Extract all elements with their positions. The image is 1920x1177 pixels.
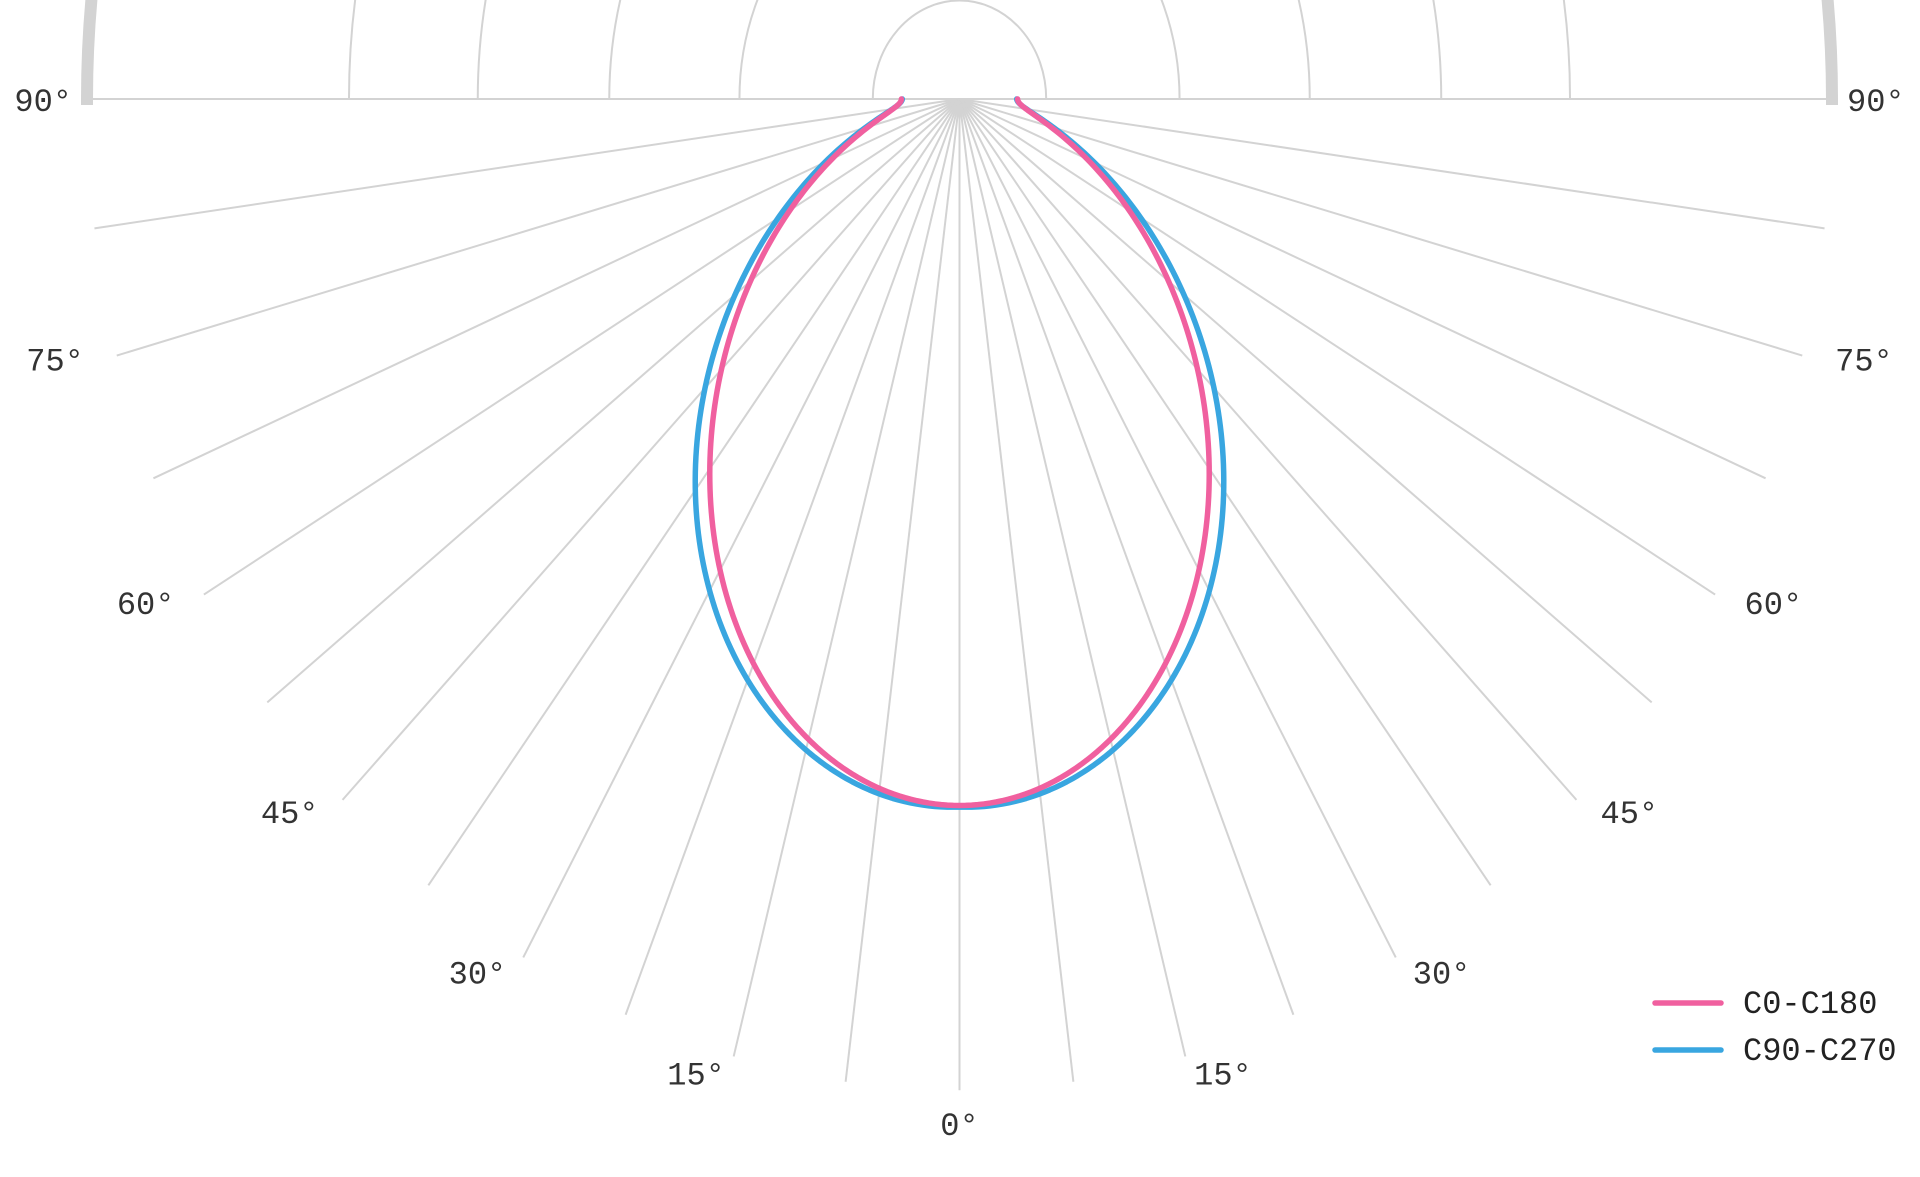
svg-text:30°: 30° [449,957,507,994]
svg-text:0°: 0° [940,1108,978,1145]
svg-text:30°: 30° [1413,957,1471,994]
svg-text:60°: 60° [117,587,175,624]
svg-text:75°: 75° [26,343,84,380]
svg-text:C0-C180: C0-C180 [1743,986,1877,1023]
svg-text:45°: 45° [261,796,319,833]
svg-text:90°: 90° [1847,84,1905,121]
svg-text:15°: 15° [667,1057,725,1094]
svg-text:15°: 15° [1194,1057,1252,1094]
svg-text:C90-C270: C90-C270 [1743,1033,1897,1070]
svg-text:75°: 75° [1835,343,1893,380]
svg-text:90°: 90° [14,84,72,121]
svg-text:60°: 60° [1745,587,1803,624]
svg-text:45°: 45° [1600,796,1658,833]
